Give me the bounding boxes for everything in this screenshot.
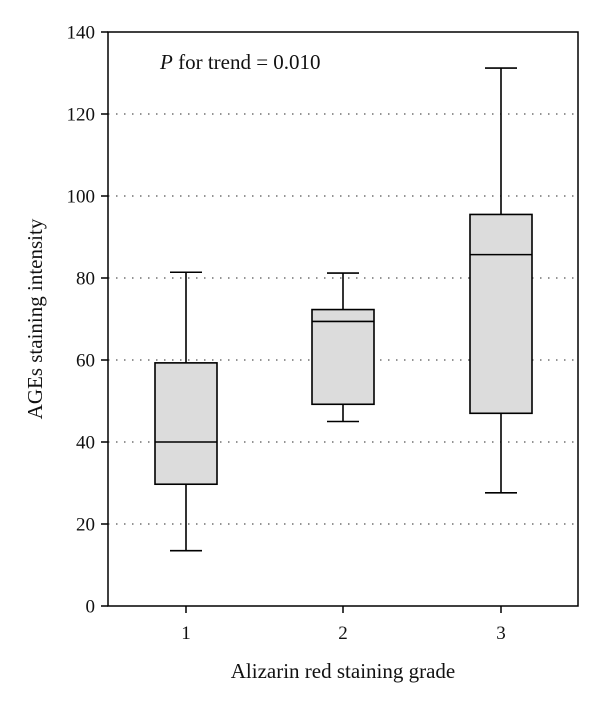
x-tick-label-1: 1 [181,623,191,644]
x-tick-label-3: 3 [496,623,506,644]
annotation-italic-p: P [159,50,173,74]
y-tick-label-140: 140 [67,23,96,44]
trend-annotation: P for trend = 0.010 [159,50,321,74]
y-tick-label-100: 100 [67,187,96,208]
y-tick-label-0: 0 [86,597,96,618]
annotation-text: for trend = 0.010 [173,50,321,74]
iqr-box [154,362,218,486]
box-group-3 [469,67,533,494]
y-tick-label-60: 60 [76,351,95,372]
box-series [154,67,533,552]
iqr-box [469,213,533,415]
box-group-1 [154,271,218,552]
x-axis-title: Alizarin red staining grade [231,659,456,683]
y-tick-label-80: 80 [76,269,95,290]
y-tick-label-40: 40 [76,433,95,454]
x-tick-label-2: 2 [338,623,348,644]
box-group-2 [311,272,375,423]
y-tick-label-120: 120 [67,105,96,126]
y-tick-label-20: 20 [76,515,95,536]
x-axis-ticks: 1 2 3 [181,606,506,644]
y-axis-title: AGEs staining intensity [23,218,47,419]
iqr-box [311,308,375,406]
y-axis-ticks: 0 20 40 60 80 100 120 140 [67,23,108,618]
